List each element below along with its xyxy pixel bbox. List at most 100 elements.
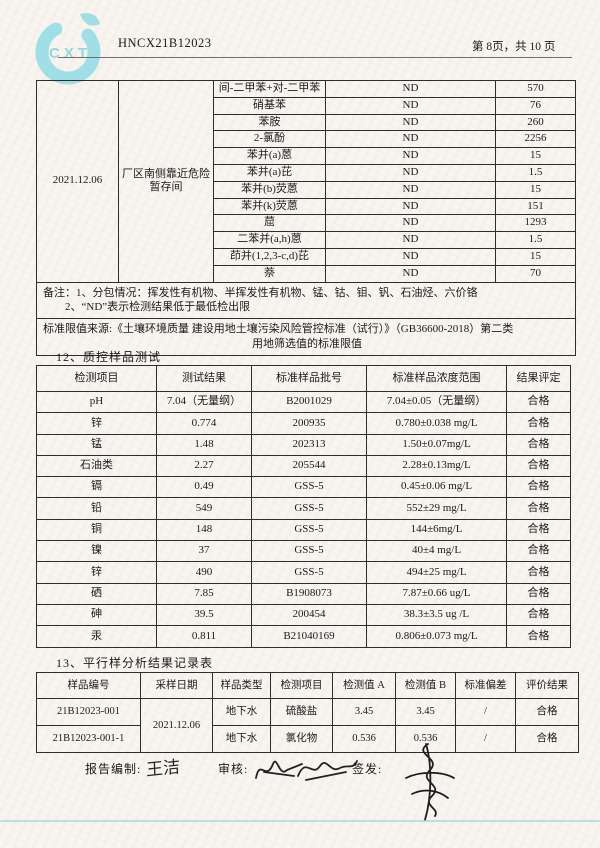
test-item-cell: 苯胺: [213, 113, 326, 132]
qc-evaluation-cell: 合格: [506, 561, 571, 584]
limit-source-line-2: 用地筛选值的标准限值: [252, 338, 362, 351]
test-item-cell: 苯并(a)蒽: [213, 147, 326, 165]
test-item-cell: 苯并(a)芘: [213, 163, 326, 182]
qc-batch-cell: 202313: [251, 433, 367, 456]
qc-range-cell: 38.3±3.5 ug /L: [366, 603, 507, 627]
qc-result-cell: 39.5: [156, 603, 252, 627]
sample-type: 地下水: [212, 725, 271, 753]
qc-row: pH 7.04（无量纲） B2001029 7.04±0.05（无量纲） 合格: [36, 390, 571, 414]
qc-range-cell: 0.45±0.06 mg/L: [366, 476, 507, 499]
qc-batch-cell: 200454: [251, 603, 367, 627]
remarks-row: 备注：1、分包情况：挥发性有机物、半挥发性有机物、锰、钴、钼、钒、石油烃、六价铬…: [36, 281, 576, 320]
qc-row: 锌 0.774 200935 0.780±0.038 mg/L 合格: [36, 412, 571, 435]
qc-evaluation-cell: 合格: [506, 603, 571, 627]
sampling-date-cell: 2021.12.06: [36, 80, 119, 283]
parallel-header-deviation: 标准偏差: [455, 672, 516, 699]
reviewer-signature: [255, 760, 358, 781]
qc-result-cell: 2.27: [156, 454, 252, 478]
qc-item-cell: 石油类: [36, 454, 157, 478]
qc-sample-table: 检测项目 测试结果 标准样品批号 标准样品浓度范围 结果评定 pH 7.04（无量…: [36, 365, 571, 648]
evaluation: 合格: [515, 725, 579, 753]
standard-limit-cell: 15: [495, 147, 576, 165]
qc-evaluation-cell: 合格: [506, 454, 571, 478]
test-item-cell: 䓛: [213, 214, 326, 233]
qc-item-cell: 铅: [36, 497, 157, 520]
value-b: 0.536: [395, 725, 456, 753]
reviewer-label: 审核:: [218, 762, 249, 776]
parallel-header-type: 样品类型: [212, 672, 271, 699]
remark-line-2: 2、“ND”表示检测结果低于最低检出限: [65, 301, 251, 314]
qc-item-cell: 硒: [36, 582, 157, 605]
qc-item-cell: 锌: [36, 561, 157, 584]
standard-limit-cell: 151: [495, 197, 576, 216]
qc-row: 砷 39.5 200454 38.3±3.5 ug /L 合格: [36, 603, 571, 627]
qc-header-batch: 标准样品批号: [251, 365, 367, 392]
qc-item-cell: 镉: [36, 476, 157, 499]
test-result-cell: ND: [325, 163, 496, 182]
qc-batch-cell: B2001029: [251, 390, 367, 414]
qc-evaluation-cell: 合格: [506, 412, 571, 435]
qc-evaluation-cell: 合格: [506, 390, 571, 414]
qc-range-cell: 7.04±0.05（无量纲）: [366, 390, 507, 414]
qc-range-cell: 0.806±0.073 mg/L: [366, 625, 507, 648]
qc-item-cell: 铜: [36, 518, 157, 542]
report-code: HNCX21B12023: [118, 36, 212, 50]
test-item-cell: 萘: [213, 264, 326, 283]
standard-limit-cell: 76: [495, 96, 576, 115]
standard-limit-cell: 1293: [495, 214, 576, 233]
sample-results-table: 2021.12.06 厂区南侧靠近危险暂存间 间-二甲苯+对-二甲苯 ND 570 硝基苯…: [36, 80, 576, 356]
qc-item-cell: 砷: [36, 603, 157, 627]
qc-range-cell: 552±29 mg/L: [366, 497, 507, 520]
test-result-cell: ND: [325, 214, 496, 233]
qc-batch-cell: B1908073: [251, 582, 367, 605]
page-number-info: 第 8页，共 10 页: [472, 41, 556, 53]
sample-result-row: 苯并(b)荧蒽 ND 15: [37, 180, 576, 199]
logo-text: CXT: [49, 45, 91, 62]
test-item-cell: 二苯并(a,h)蒽: [213, 231, 326, 249]
standard-limit-cell: 260: [495, 113, 576, 132]
qc-row: 铅 549 GSS-5 552±29 mg/L 合格: [36, 497, 571, 520]
qc-row: 汞 0.811 B21040169 0.806±0.073 mg/L 合格: [36, 625, 571, 648]
qc-evaluation-cell: 合格: [506, 540, 571, 563]
qc-item-cell: 汞: [36, 625, 157, 648]
qc-row: 镉 0.49 GSS-5 0.45±0.06 mg/L 合格: [36, 476, 571, 499]
qc-row: 镍 37 GSS-5 40±4 mg/L 合格: [36, 540, 571, 563]
qc-row: 铜 148 GSS-5 144±6mg/L 合格: [36, 518, 571, 542]
prepared-by-label: 报告编制:: [85, 762, 142, 776]
limit-source-cell: 标准限值来源:《土壤环境质量 建设用地土壤污染风险管控标准（试行）》（GB366…: [36, 318, 576, 356]
bottom-divider: [0, 820, 600, 822]
qc-batch-cell: GSS-5: [251, 497, 367, 520]
parallel-sampling-date: 2021.12.06: [140, 698, 213, 753]
qc-item-cell: 镍: [36, 540, 157, 563]
qc-range-cell: 1.50±0.07mg/L: [366, 433, 507, 456]
standard-limit-cell: 15: [495, 180, 576, 199]
qc-batch-cell: B21040169: [251, 625, 367, 648]
qc-evaluation-cell: 合格: [506, 625, 571, 648]
parallel-analysis-table: 样品编号 采样日期 样品类型 检测项目 检测值 A 检测值 B 标准偏差 评价结…: [36, 672, 579, 753]
parallel-header-item: 检测项目: [270, 672, 333, 699]
limit-source-row: 标准限值来源:《土壤环境质量 建设用地土壤污染风险管控标准（试行）》（GB366…: [36, 318, 576, 356]
qc-result-cell: 37: [156, 540, 252, 563]
qc-evaluation-cell: 合格: [506, 433, 571, 456]
test-item-cell: 苯并(b)荧蒽: [213, 180, 326, 199]
qc-item-cell: 锌: [36, 412, 157, 435]
qc-header-item: 检测项目: [36, 365, 157, 392]
standard-limit-cell: 1.5: [495, 163, 576, 182]
sample-result-row: 䓛 ND 1293: [37, 214, 576, 233]
test-item: 硫酸盐: [270, 698, 333, 726]
test-result-cell: ND: [325, 247, 496, 266]
qc-range-cell: 40±4 mg/L: [366, 540, 507, 563]
sample-id: 21B12023-001-1: [36, 725, 141, 753]
qc-result-cell: 148: [156, 518, 252, 542]
qc-result-cell: 0.49: [156, 476, 252, 499]
sample-result-row: 苯胺 ND 260: [37, 113, 576, 132]
test-item-cell: 2-氯酚: [213, 130, 326, 149]
qc-batch-cell: GSS-5: [251, 540, 367, 563]
std-deviation: /: [455, 698, 516, 726]
qc-header-result: 测试结果: [156, 365, 252, 392]
parallel-header-value-b: 检测值 B: [395, 672, 456, 699]
parallel-header-row: 样品编号 采样日期 样品类型 检测项目 检测值 A 检测值 B 标准偏差 评价结…: [36, 672, 579, 699]
qc-result-cell: 0.774: [156, 412, 252, 435]
sample-result-row: 苯并(a)蒽 ND 15: [37, 147, 576, 165]
qc-evaluation-cell: 合格: [506, 476, 571, 499]
